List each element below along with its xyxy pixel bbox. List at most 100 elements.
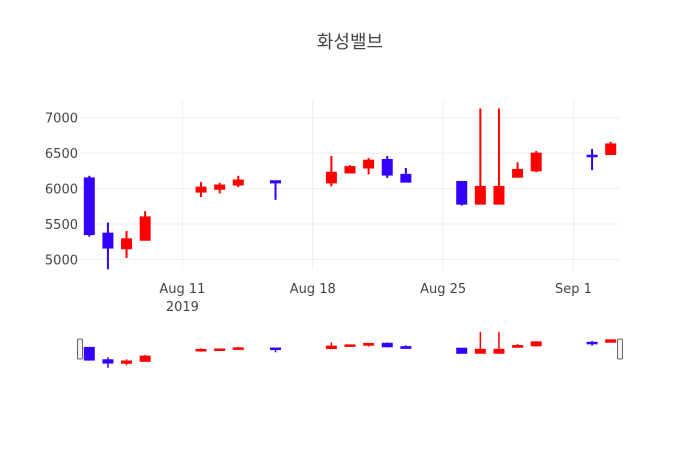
candle-body — [400, 173, 412, 183]
y-tick-label: 7000 — [45, 112, 78, 127]
range-slider[interactable] — [77, 331, 623, 368]
x-tick-label: Sep 1 — [555, 282, 592, 297]
candle — [214, 182, 226, 194]
slider-candle-body — [139, 355, 151, 362]
x-axis-ticks: Aug 11 2019 Aug 18 Aug 25 Sep 1 — [159, 282, 592, 315]
y-axis-ticks: 5000 5500 6000 6500 7000 — [45, 112, 78, 269]
slider-candle — [344, 344, 356, 347]
x-tick-label: Aug 18 — [290, 282, 336, 297]
slider-candle — [400, 345, 412, 349]
candle — [139, 211, 151, 241]
slider-candle — [139, 354, 151, 362]
slider-candle — [121, 359, 133, 366]
candle — [270, 180, 282, 200]
candle-body — [512, 168, 524, 178]
candle-body — [474, 185, 486, 205]
slider-candle-body — [605, 339, 617, 343]
candle-body — [139, 216, 151, 241]
candle-body — [325, 171, 337, 184]
range-slider-right-handle[interactable] — [617, 338, 623, 360]
slider-candle — [195, 348, 207, 352]
slider-candle — [214, 348, 226, 351]
gridlines — [80, 100, 620, 270]
slider-candle — [102, 357, 114, 368]
candle-body — [344, 166, 356, 174]
candle-body — [605, 143, 617, 156]
slider-candle — [232, 346, 244, 350]
candle — [344, 165, 356, 174]
y-tick-label: 6500 — [45, 147, 78, 162]
slider-candle — [512, 343, 524, 348]
candle — [381, 155, 393, 178]
candle-body — [232, 179, 244, 186]
slider-candle — [83, 346, 95, 361]
candle-body — [121, 238, 133, 250]
slider-candle-body — [232, 347, 244, 350]
x-tick-label: Aug 25 — [420, 282, 466, 297]
slider-candle-body — [493, 348, 505, 354]
candle — [474, 108, 486, 205]
slider-candle-body — [325, 345, 337, 350]
slider-candle-body — [512, 345, 524, 348]
slider-candle-body — [83, 346, 95, 361]
candle-body — [214, 184, 226, 190]
slider-candle-body — [195, 348, 207, 352]
slider-candle-body — [381, 342, 393, 348]
candle-body — [530, 152, 542, 172]
y-tick-label: 5000 — [45, 253, 78, 268]
candle-body — [270, 180, 282, 184]
slider-candle-body — [344, 344, 356, 347]
slider-candle — [381, 342, 393, 348]
candle — [530, 151, 542, 173]
y-tick-label: 5500 — [45, 218, 78, 233]
candle — [605, 141, 617, 156]
slider-candle — [586, 340, 598, 346]
candle — [102, 222, 114, 270]
y-tick-label: 6000 — [45, 183, 78, 198]
slider-candle — [456, 347, 468, 354]
candle — [493, 108, 505, 205]
slider-candle-body — [530, 341, 542, 347]
slider-candle — [270, 347, 282, 353]
candle-body — [102, 232, 114, 249]
candle — [512, 162, 524, 178]
slider-candle-body — [121, 360, 133, 364]
slider-candle-body — [102, 359, 114, 364]
candle — [586, 148, 598, 171]
slider-candle — [474, 331, 486, 354]
candle-body — [381, 159, 393, 176]
slider-candle-body — [214, 348, 226, 351]
candle — [121, 231, 133, 258]
candle — [363, 158, 375, 175]
slider-candle — [363, 342, 375, 347]
candles — [83, 108, 617, 270]
candle-body — [586, 154, 598, 158]
candle-body — [456, 180, 468, 205]
slider-candle-body — [363, 342, 375, 346]
chart-title: 화성밸브 — [317, 32, 383, 53]
candle-body — [363, 159, 375, 169]
candle — [195, 182, 207, 198]
slider-candle-body — [400, 346, 412, 349]
slider-candle-body — [474, 348, 486, 354]
slider-candle-body — [270, 347, 282, 351]
slider-candle-body — [586, 341, 598, 345]
candle-body — [195, 186, 207, 193]
slider-candle — [605, 339, 617, 343]
candle-body — [83, 177, 95, 236]
candle — [232, 175, 244, 188]
slider-candle — [530, 341, 542, 347]
slider-candle — [493, 331, 505, 354]
range-slider-left-handle[interactable] — [77, 338, 83, 360]
candle — [325, 155, 337, 187]
x-tick-label: Aug 11 — [159, 282, 205, 297]
slider-candle-body — [456, 347, 468, 354]
slider-candle — [325, 342, 337, 350]
candle — [456, 180, 468, 206]
candle — [400, 168, 412, 183]
x-tick-sublabel: 2019 — [166, 300, 199, 315]
candle-body — [493, 185, 505, 205]
candle — [83, 175, 95, 237]
